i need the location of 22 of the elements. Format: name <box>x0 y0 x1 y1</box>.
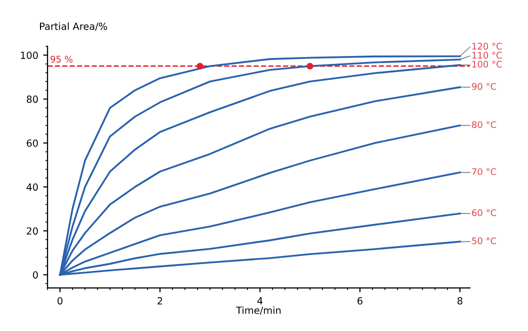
y-tick-label: 80 <box>26 96 38 103</box>
series-label: 50 °C <box>472 237 496 244</box>
y-axis-title: Partial Area/% <box>40 22 108 31</box>
series-label: 80 °C <box>472 121 496 128</box>
series-label: 120 °C <box>472 42 502 50</box>
x-tick-label: 4 <box>257 297 263 304</box>
y-tick-label: 40 <box>26 183 38 191</box>
x-tick-label: 2 <box>158 297 162 304</box>
series-label: 60 °C <box>472 209 496 216</box>
y-tick-label: 0 <box>32 271 38 279</box>
y-tick-label: 20 <box>26 227 38 235</box>
series-label: 100 °C <box>472 60 502 68</box>
series-label: 110 °C <box>472 52 502 59</box>
y-tick-label: 60 <box>26 139 38 147</box>
x-tick-label: 8 <box>457 297 462 305</box>
x-tick-label: 6 <box>358 297 362 305</box>
x-tick-label: 0 <box>58 297 62 305</box>
ref-line-label: 95 % <box>50 56 72 63</box>
y-tick-label: 100 <box>21 52 38 59</box>
series-label: 70 °C <box>472 168 496 176</box>
x-axis-title: Time/min <box>236 306 281 315</box>
series-label: 90 °C <box>472 82 496 90</box>
